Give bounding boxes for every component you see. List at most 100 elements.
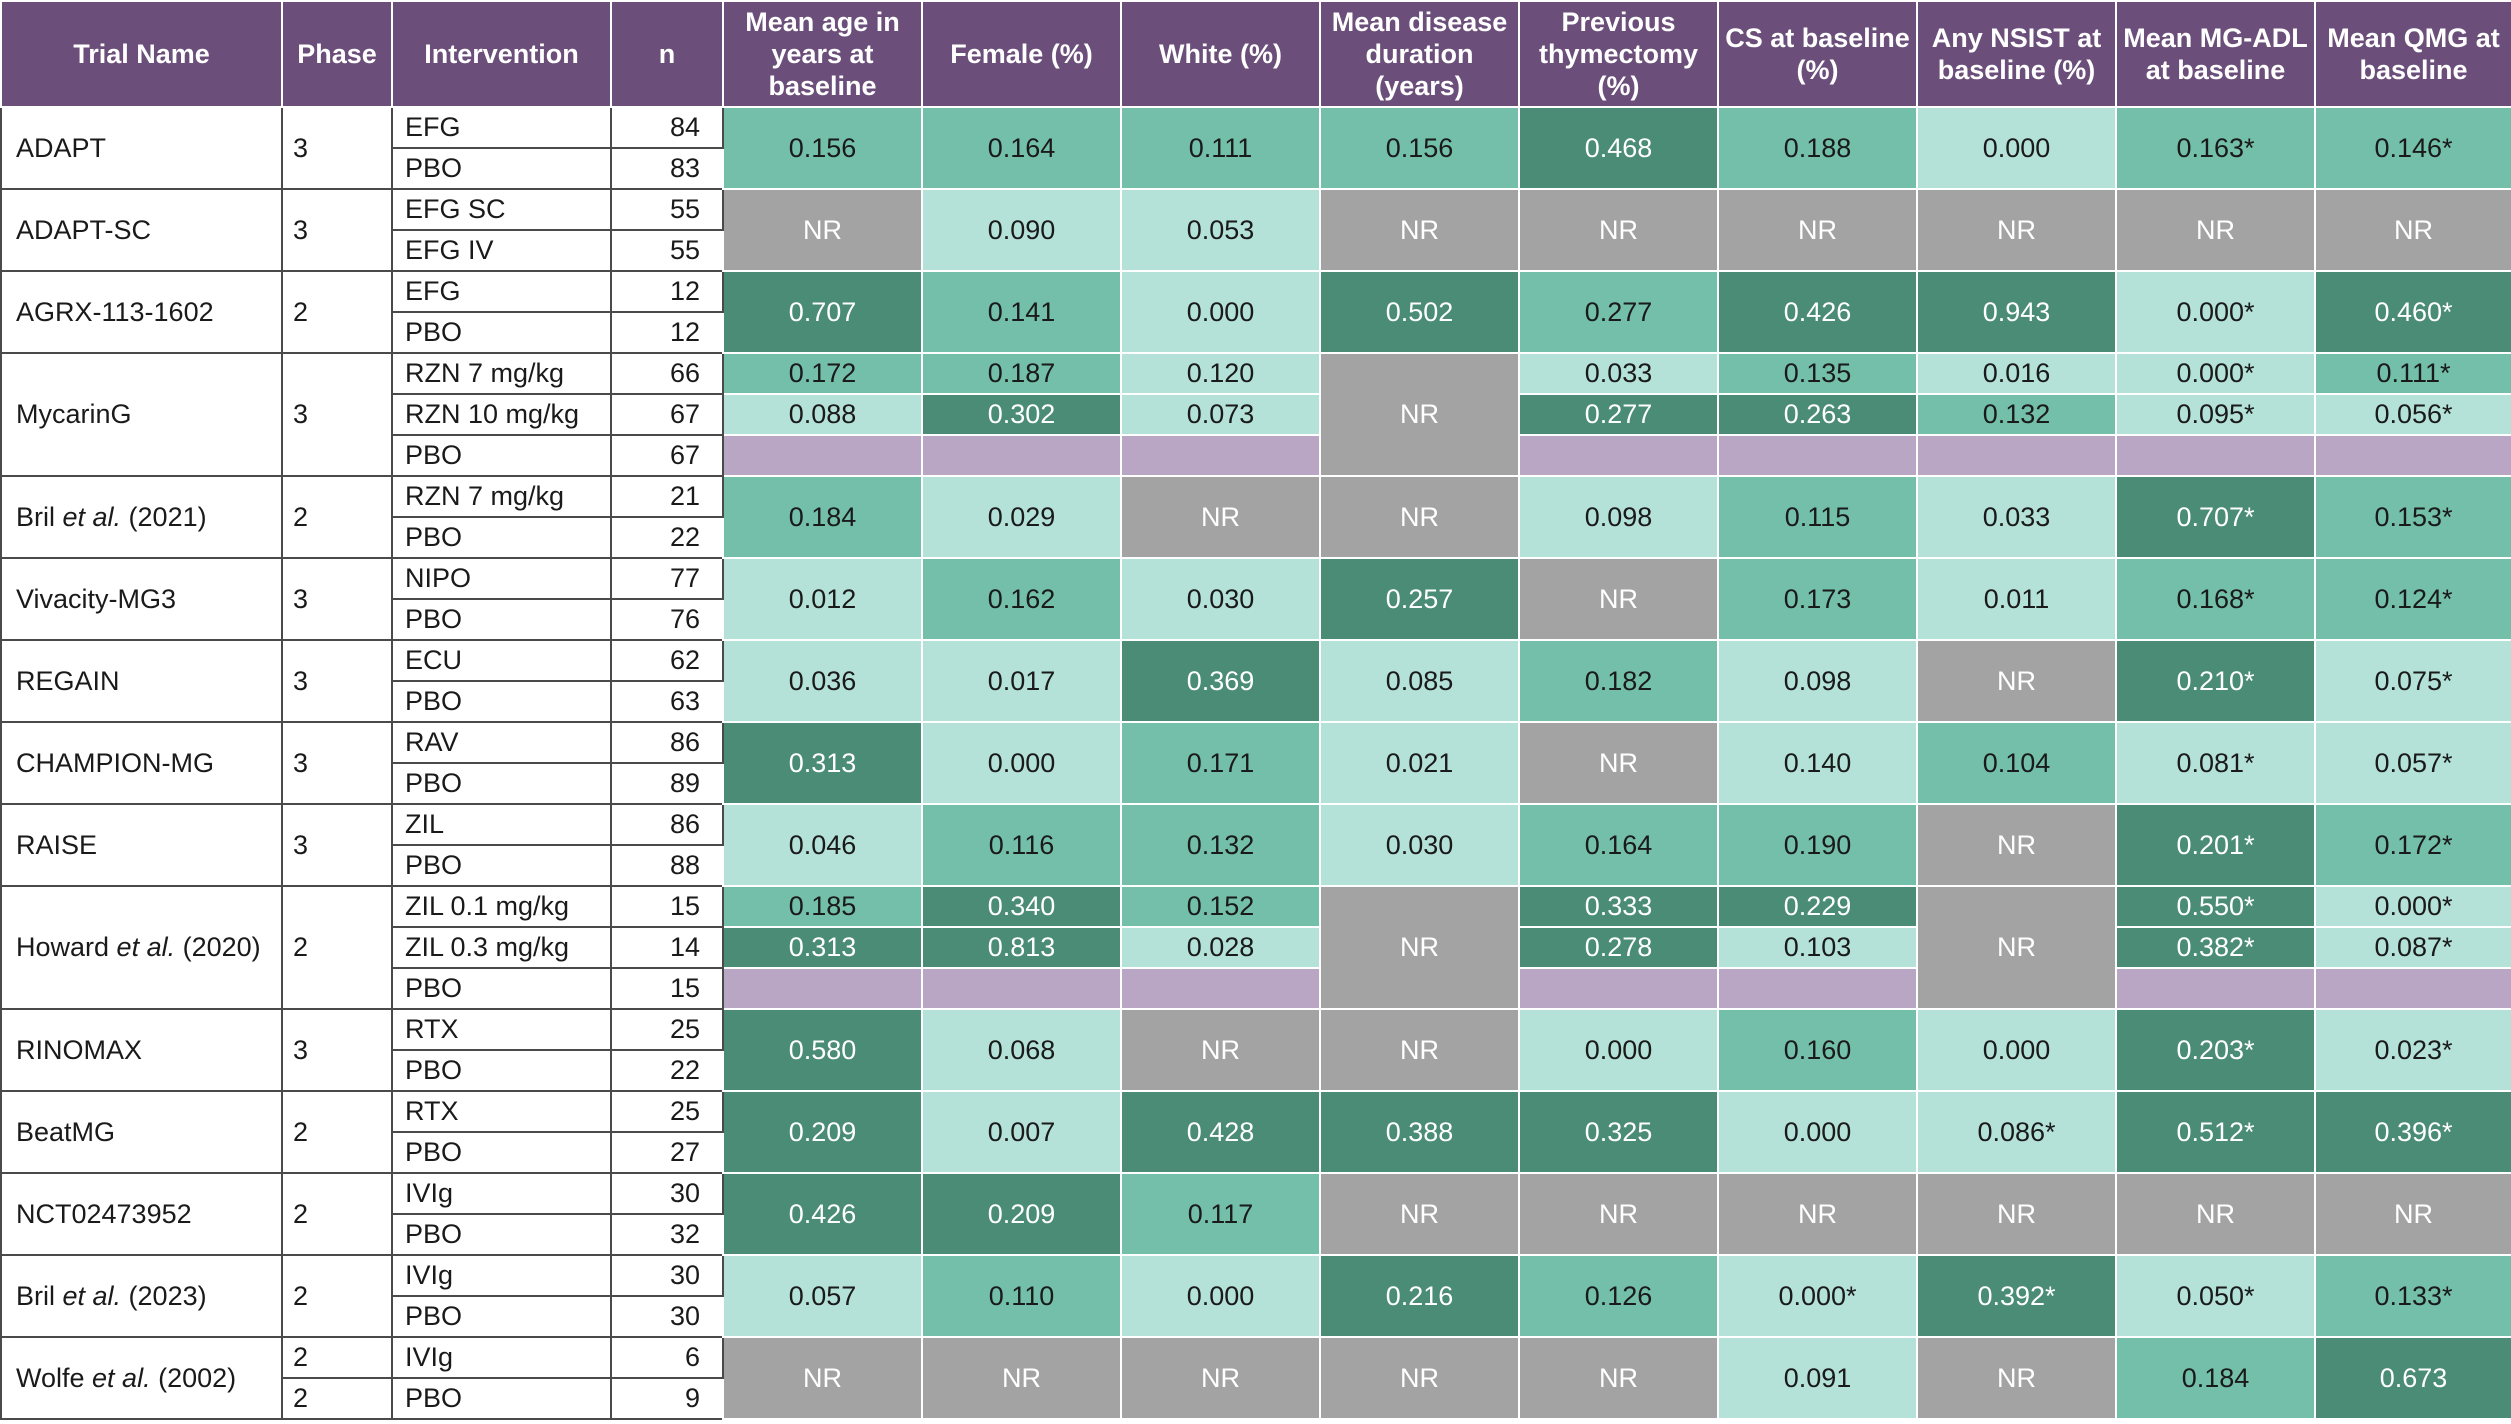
value-cell: 0.141 <box>921 270 1122 354</box>
sample-size: 30 <box>610 1295 724 1338</box>
value-cell: 0.030 <box>1120 557 1321 641</box>
header-thymectomy: Previous thymectomy (%) <box>1518 0 1719 108</box>
value-cell: 0.000* <box>2115 270 2316 354</box>
table-row: PBO 22 <box>1 516 2511 559</box>
table-row: 2 PBO 9 <box>1 1377 2511 1420</box>
trial-phase: 2 <box>281 1336 393 1379</box>
reference-cell <box>722 434 923 477</box>
value-cell: NR <box>2314 188 2511 272</box>
value-cell: 0.426 <box>722 1172 923 1256</box>
value-cell: NR <box>1120 475 1321 559</box>
table-row: PBO 63 <box>1 680 2511 723</box>
intervention: PBO <box>391 1213 612 1256</box>
value-cell: NR <box>1518 1336 1719 1420</box>
trial-name: AGRX-113-1602 <box>0 270 283 354</box>
value-cell: NR <box>2115 1172 2316 1256</box>
value-cell: 0.156 <box>1319 106 1520 190</box>
table-row: PBO 22 <box>1 1049 2511 1092</box>
reference-cell <box>1717 967 1918 1010</box>
intervention: PBO <box>391 434 612 477</box>
intervention: PBO <box>391 680 612 723</box>
value-cell: 0.313 <box>722 926 923 969</box>
sample-size: 55 <box>610 229 724 272</box>
value-cell: NR <box>1120 1336 1321 1420</box>
value-cell: 0.580 <box>722 1008 923 1092</box>
value-cell: 0.943 <box>1916 270 2117 354</box>
value-cell: NR <box>722 188 923 272</box>
value-cell: 0.172 <box>722 352 923 395</box>
table-row: PBO 15 <box>1 967 2511 1010</box>
table-row: Vivacity-MG3 3 NIPO 77 0.012 0.162 0.030… <box>0 557 2511 641</box>
value-cell: 0.098 <box>1717 639 1918 723</box>
value-cell: 0.111 <box>1120 106 1321 190</box>
value-cell: 0.000 <box>1518 1008 1719 1092</box>
table-row: NCT02473952 2 IVIg 30 0.426 0.209 0.117 … <box>0 1172 2511 1256</box>
trial-phase: 2 <box>281 270 393 354</box>
value-cell: 0.153* <box>2314 475 2511 559</box>
header-white: White (%) <box>1120 0 1321 108</box>
header-n: n <box>610 0 724 108</box>
table-row: RAISE 3 ZIL 86 0.046 0.116 0.132 0.030 0… <box>0 803 2511 887</box>
table-row: Bril et al. (2021) 2 RZN 7 mg/kg 21 0.18… <box>0 475 2511 559</box>
value-cell: 0.140 <box>1717 721 1918 805</box>
value-cell: 0.110 <box>921 1254 1122 1338</box>
value-cell: 0.173 <box>1717 557 1918 641</box>
reference-cell <box>921 434 1122 477</box>
value-cell: 0.340 <box>921 885 1122 928</box>
value-cell: 0.000* <box>2115 352 2316 395</box>
reference-cell <box>921 967 1122 1010</box>
value-cell: 0.162 <box>921 557 1122 641</box>
value-cell: 0.146* <box>2314 106 2511 190</box>
value-cell: 0.011 <box>1916 557 2117 641</box>
sample-size: 15 <box>610 885 724 928</box>
intervention: PBO <box>391 1049 612 1092</box>
value-cell: 0.813 <box>921 926 1122 969</box>
value-cell: 0.550* <box>2115 885 2316 928</box>
value-cell: 0.164 <box>921 106 1122 190</box>
table-row: PBO 27 <box>1 1131 2511 1174</box>
value-cell: NR <box>1319 475 1520 559</box>
trial-phase: 2 <box>281 1172 393 1256</box>
trial-phase: 3 <box>281 803 393 887</box>
value-cell: 0.163* <box>2115 106 2316 190</box>
table-row: Howard et al. (2020) 2 ZIL 0.1 mg/kg 15 … <box>0 885 2511 1010</box>
value-cell: NR <box>1916 1336 2117 1420</box>
reference-cell <box>1518 967 1719 1010</box>
sample-size: 84 <box>610 106 724 149</box>
sample-size: 66 <box>610 352 724 395</box>
value-cell: NR <box>1319 188 1520 272</box>
value-cell: 0.068 <box>921 1008 1122 1092</box>
value-cell: 0.095* <box>2115 393 2316 436</box>
table-row: RINOMAX 3 RTX 25 0.580 0.068 NR NR 0.000… <box>0 1008 2511 1092</box>
value-cell: 0.000* <box>1717 1254 1918 1338</box>
value-cell: 0.382* <box>2115 926 2316 969</box>
value-cell: 0.000 <box>1120 1254 1321 1338</box>
value-cell: 0.132 <box>1916 393 2117 436</box>
intervention: ZIL 0.3 mg/kg <box>391 926 612 969</box>
trial-name: Vivacity-MG3 <box>0 557 283 641</box>
value-cell: 0.707 <box>722 270 923 354</box>
table-body: ADAPT 3 EFG 84 0.156 0.164 0.111 0.156 0… <box>0 106 2511 1420</box>
value-cell: NR <box>1916 1172 2117 1256</box>
value-cell: 0.086* <box>1916 1090 2117 1174</box>
value-cell: 0.184 <box>722 475 923 559</box>
sample-size: 67 <box>610 434 724 477</box>
intervention: PBO <box>391 844 612 887</box>
intervention: IVIg <box>391 1336 612 1379</box>
trial-name: BeatMG <box>0 1090 283 1174</box>
value-cell: 0.229 <box>1717 885 1918 928</box>
table-row: AGRX-113-1602 2 EFG 12 0.707 0.141 0.000… <box>0 270 2511 354</box>
value-cell: NR <box>1916 803 2117 887</box>
value-cell: 0.033 <box>1916 475 2117 559</box>
value-cell: 0.087* <box>2314 926 2511 969</box>
header-female: Female (%) <box>921 0 1122 108</box>
intervention: EFG IV <box>391 229 612 272</box>
value-cell: 0.426 <box>1717 270 1918 354</box>
trial-phase: 2 <box>281 475 393 559</box>
value-cell: 0.000* <box>2314 885 2511 928</box>
trial-phase: 3 <box>281 557 393 641</box>
value-cell: 0.053 <box>1120 188 1321 272</box>
value-cell: 0.160 <box>1717 1008 1918 1092</box>
value-cell: 0.126 <box>1518 1254 1719 1338</box>
value-cell: 0.023* <box>2314 1008 2511 1092</box>
